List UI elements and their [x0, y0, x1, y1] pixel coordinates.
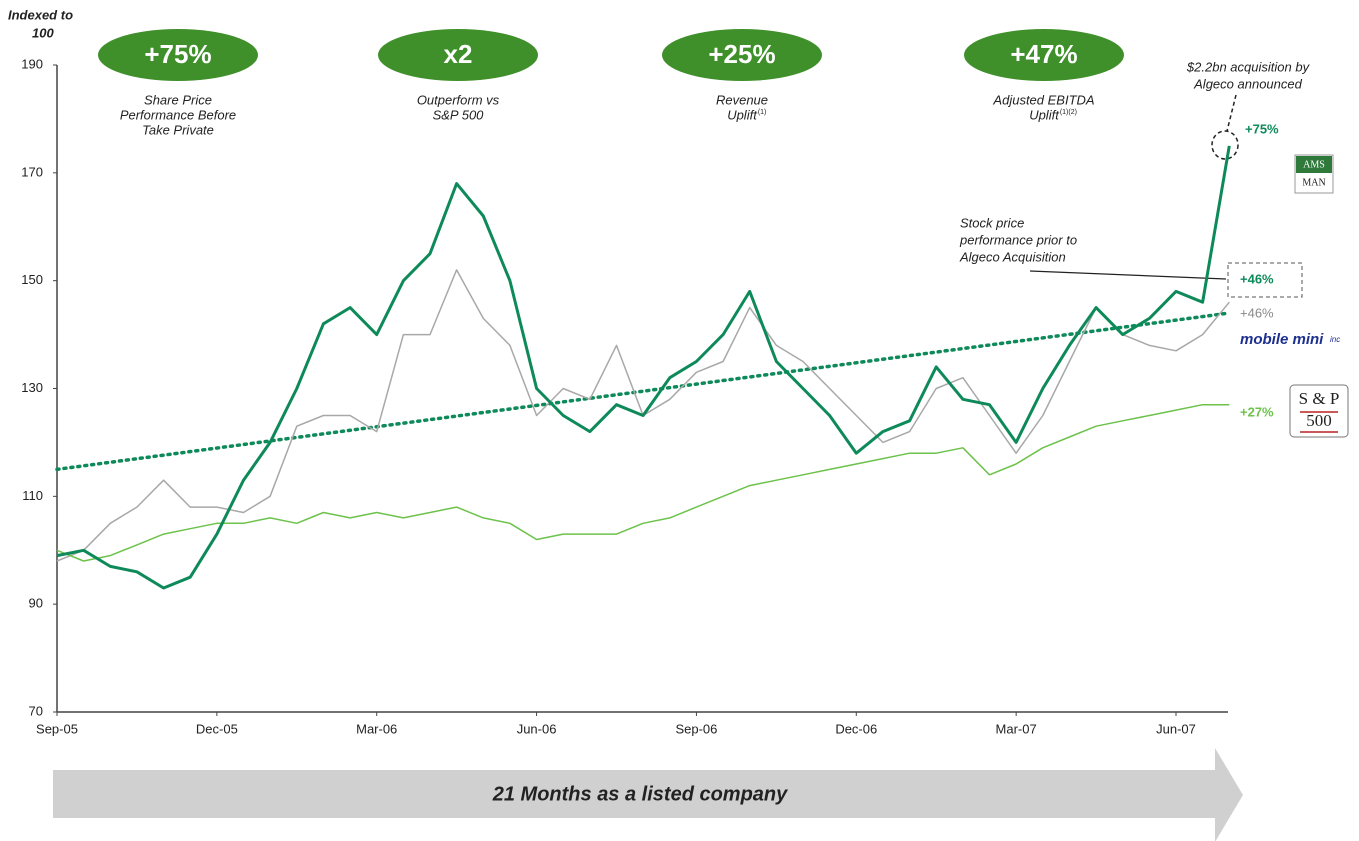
- logo-text: mobile mini: [1240, 331, 1324, 348]
- x-tick-label: Jun-07: [1156, 721, 1196, 736]
- annotation-circle: [1211, 130, 1239, 160]
- x-tick-label: Dec-06: [835, 721, 877, 736]
- logo-box: [1289, 384, 1349, 438]
- footnote-mark: (1): [758, 109, 767, 116]
- highlight-value: +25%: [708, 39, 775, 69]
- annotation: Algeco Acquisition: [959, 249, 1066, 264]
- logo-text: 500: [1306, 411, 1332, 430]
- x-tick-label: Sep-06: [675, 721, 717, 736]
- footnote-mark: (1)(2): [1060, 109, 1077, 116]
- highlight-text: Revenue: [716, 92, 768, 107]
- highlight-text: S&P 500: [433, 107, 485, 122]
- y-axis-label: Indexed to: [8, 7, 73, 22]
- highlight-text: Share Price: [144, 92, 212, 107]
- banner-arrow: [53, 748, 1243, 841]
- end-label: +75%: [1245, 121, 1279, 136]
- annotation-line: [1029, 270, 1227, 280]
- highlight-value: +75%: [144, 39, 211, 69]
- y-tick-label: 170: [21, 164, 43, 179]
- end-label: +46%: [1240, 305, 1274, 320]
- series-line: [56, 403, 1230, 562]
- logo-text: inc: [1330, 335, 1340, 344]
- end-label: +46%: [1240, 271, 1274, 286]
- y-axis-label: 100: [32, 25, 54, 40]
- annotation: $2.2bn acquisition by: [1186, 59, 1311, 74]
- x-tick-label: Sep-05: [36, 721, 78, 736]
- annotation-line: [1226, 94, 1237, 132]
- y-tick-label: 190: [21, 56, 43, 71]
- x-tick-label: Jun-06: [517, 721, 557, 736]
- highlight-text: Take Private: [142, 122, 214, 137]
- logo-text: AMS: [1303, 159, 1325, 170]
- x-tick-label: Dec-05: [196, 721, 238, 736]
- y-tick-label: 150: [21, 272, 43, 287]
- annotation-box: [1227, 262, 1303, 298]
- y-tick-label: 70: [29, 703, 43, 718]
- highlight-text: Outperform vs: [417, 92, 500, 107]
- series-line: [56, 145, 1231, 590]
- highlight-text: Adjusted EBITDA: [992, 92, 1094, 107]
- end-label: +27%: [1240, 404, 1274, 419]
- annotation: Algeco announced: [1193, 76, 1302, 91]
- logo-text: MAN: [1302, 177, 1325, 188]
- highlight-pill: [98, 29, 258, 81]
- highlight-value: +47%: [1010, 39, 1077, 69]
- x-tick-label: Mar-07: [996, 721, 1037, 736]
- highlight-value: x2: [444, 39, 473, 69]
- logo-band: [1296, 156, 1332, 173]
- annotation: performance prior to: [959, 232, 1077, 247]
- trendline: [55, 311, 1232, 472]
- logo-text: S & P: [1299, 389, 1340, 408]
- highlight-text: Performance Before: [120, 107, 236, 122]
- highlight-pill: [662, 29, 822, 81]
- x-tick-label: Mar-06: [356, 721, 397, 736]
- banner-text: 21 Months as a listed company: [492, 783, 788, 805]
- annotation: Stock price: [960, 215, 1024, 230]
- highlight-pill: [378, 29, 538, 81]
- highlight-text: Uplift: [1029, 107, 1060, 122]
- y-tick-label: 110: [22, 488, 43, 503]
- y-tick-label: 130: [21, 380, 43, 395]
- highlight-pill: [964, 29, 1124, 81]
- y-tick-label: 90: [29, 596, 43, 611]
- highlight-text: Uplift: [727, 107, 758, 122]
